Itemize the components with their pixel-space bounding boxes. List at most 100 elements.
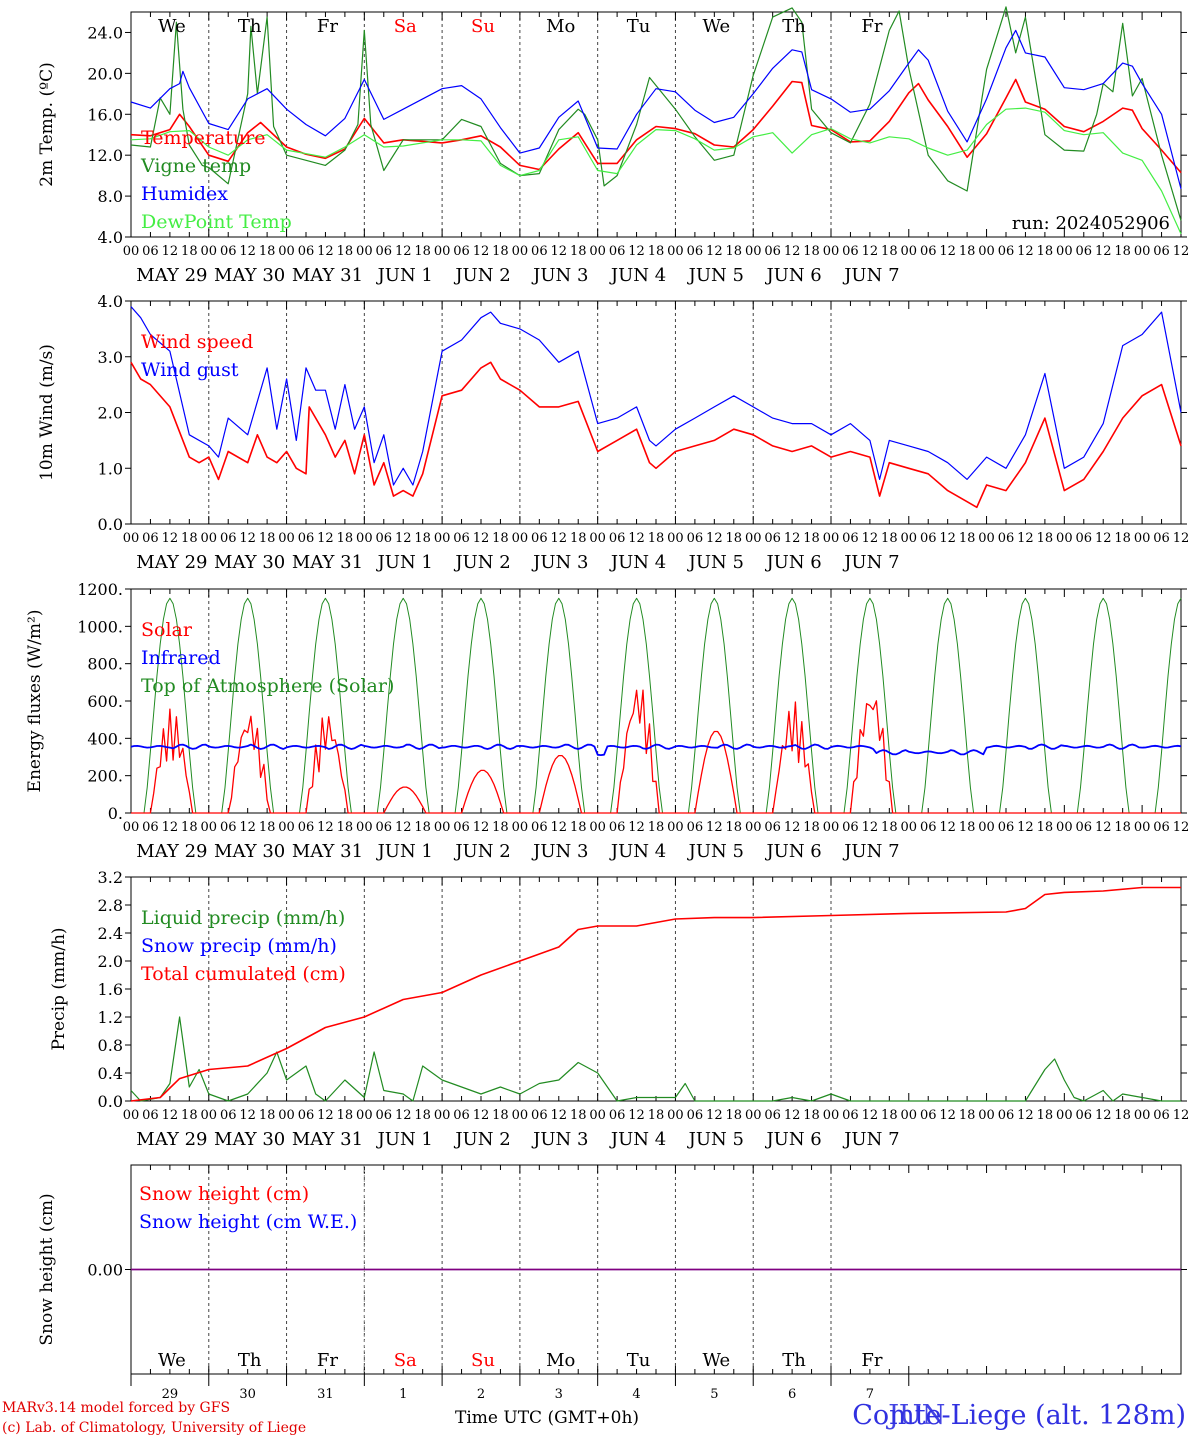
hour-label: 18 [337, 531, 354, 546]
day-number: 3 [555, 1387, 563, 1402]
y-tick-label: 0.4 [98, 1064, 123, 1083]
hour-label: 18 [726, 531, 743, 546]
y-tick-label: 0.0 [98, 515, 123, 534]
y-axis-label: Precip (mm/h) [49, 927, 69, 1050]
hour-label: 12 [1095, 1108, 1112, 1123]
hour-label: 06 [531, 531, 548, 546]
hour-label: 18 [959, 1108, 976, 1123]
hour-label: 18 [414, 1108, 431, 1123]
hour-label: 18 [492, 1108, 509, 1123]
hour-label: 00 [278, 244, 295, 259]
legend-temperature: Temperature [141, 127, 265, 149]
hour-label: 06 [453, 244, 470, 259]
y-tick-label: 1.0 [98, 459, 123, 478]
hour-label: 12 [1017, 531, 1034, 546]
y-tick-label: 2.4 [98, 924, 123, 943]
hour-label: 12 [628, 1108, 645, 1123]
date-label: JUN 6 [764, 841, 821, 862]
weekday-label: Sa [394, 1350, 417, 1371]
date-label: JUN 5 [687, 1129, 744, 1150]
hour-label: 00 [123, 531, 140, 546]
hour-label: 12 [473, 820, 490, 835]
y-tick-label: 16.0 [87, 105, 123, 124]
hour-label: 06 [687, 820, 704, 835]
hour-label: 12 [784, 244, 801, 259]
hour-label: 00 [745, 820, 762, 835]
date-label: JUN 7 [842, 1129, 899, 1150]
hour-label: 12 [551, 1108, 568, 1123]
hour-label: 12 [939, 820, 956, 835]
hour-label: 00 [201, 244, 218, 259]
legend-top-of-atmosphere-solar: Top of Atmosphere (Solar) [141, 675, 394, 697]
y-tick-label: 0.00 [87, 1261, 123, 1280]
date-label: JUN 6 [764, 1129, 821, 1150]
date-label: JUN 5 [687, 265, 744, 286]
weekday-label: We [702, 16, 730, 37]
hour-label: 06 [998, 820, 1015, 835]
y-tick-label: 2.0 [98, 952, 123, 971]
hour-label: 00 [1056, 531, 1073, 546]
date-label: JUN 6 [764, 265, 821, 286]
hour-label: 12 [162, 244, 179, 259]
hour-label: 12 [317, 820, 334, 835]
hour-label: 06 [453, 820, 470, 835]
hour-label: 06 [376, 1108, 393, 1123]
hour-label: 06 [142, 531, 159, 546]
hour-label: 12 [162, 531, 179, 546]
date-label: MAY 31 [292, 1129, 363, 1150]
day-number: 31 [317, 1387, 334, 1402]
hour-label: 06 [609, 531, 626, 546]
date-label: JUN 2 [453, 841, 510, 862]
hour-label: 18 [181, 1108, 198, 1123]
hour-label: 00 [589, 820, 606, 835]
legend-dewpoint-temp: DewPoint Temp [141, 211, 292, 233]
hour-label: 00 [745, 531, 762, 546]
hour-label: 18 [414, 531, 431, 546]
hour-label: 06 [453, 1108, 470, 1123]
hour-label: 18 [1114, 820, 1131, 835]
hour-label: 12 [395, 531, 412, 546]
day-number: 7 [866, 1387, 874, 1402]
date-label: JUN 1 [376, 265, 433, 286]
hour-label: 06 [376, 244, 393, 259]
y-tick-label: 1.2 [98, 1008, 123, 1027]
legend-vigne-temp: Vigne temp [140, 155, 251, 177]
hour-label: 06 [1153, 820, 1170, 835]
hour-label: 18 [570, 244, 587, 259]
hour-label: 12 [395, 820, 412, 835]
day-number: 1 [399, 1387, 407, 1402]
hour-label: 00 [978, 531, 995, 546]
date-label: MAY 29 [136, 841, 207, 862]
hour-label: 00 [1056, 820, 1073, 835]
y-tick-label: 600. [87, 692, 123, 711]
date-label: JUN 5 [687, 552, 744, 573]
hour-label: 06 [998, 244, 1015, 259]
hour-label: 18 [881, 1108, 898, 1123]
hour-label: 06 [1153, 531, 1170, 546]
hour-label: 18 [492, 244, 509, 259]
hour-label: 18 [492, 531, 509, 546]
date-label: MAY 31 [292, 841, 363, 862]
legend-humidex: Humidex [141, 183, 228, 205]
hour-label: 00 [589, 1108, 606, 1123]
hour-label: 00 [745, 1108, 762, 1123]
date-label: JUN 3 [531, 552, 588, 573]
date-label: MAY 31 [292, 265, 363, 286]
hour-label: 06 [842, 531, 859, 546]
hour-label: 12 [628, 820, 645, 835]
hour-label: 18 [1037, 1108, 1054, 1123]
hour-label: 06 [609, 1108, 626, 1123]
date-label: MAY 29 [136, 1129, 207, 1150]
y-tick-label: 4.0 [98, 292, 123, 311]
date-label: JUN 4 [609, 552, 666, 573]
hour-label: 12 [1173, 531, 1190, 546]
y-tick-label: 200. [87, 767, 123, 786]
y-tick-label: 1200. [77, 580, 123, 599]
hour-label: 12 [239, 820, 256, 835]
hour-label: 18 [259, 820, 276, 835]
hour-label: 18 [881, 244, 898, 259]
hour-label: 12 [162, 820, 179, 835]
panel-frame [130, 588, 1182, 814]
weekday-label: Fr [861, 1350, 882, 1371]
